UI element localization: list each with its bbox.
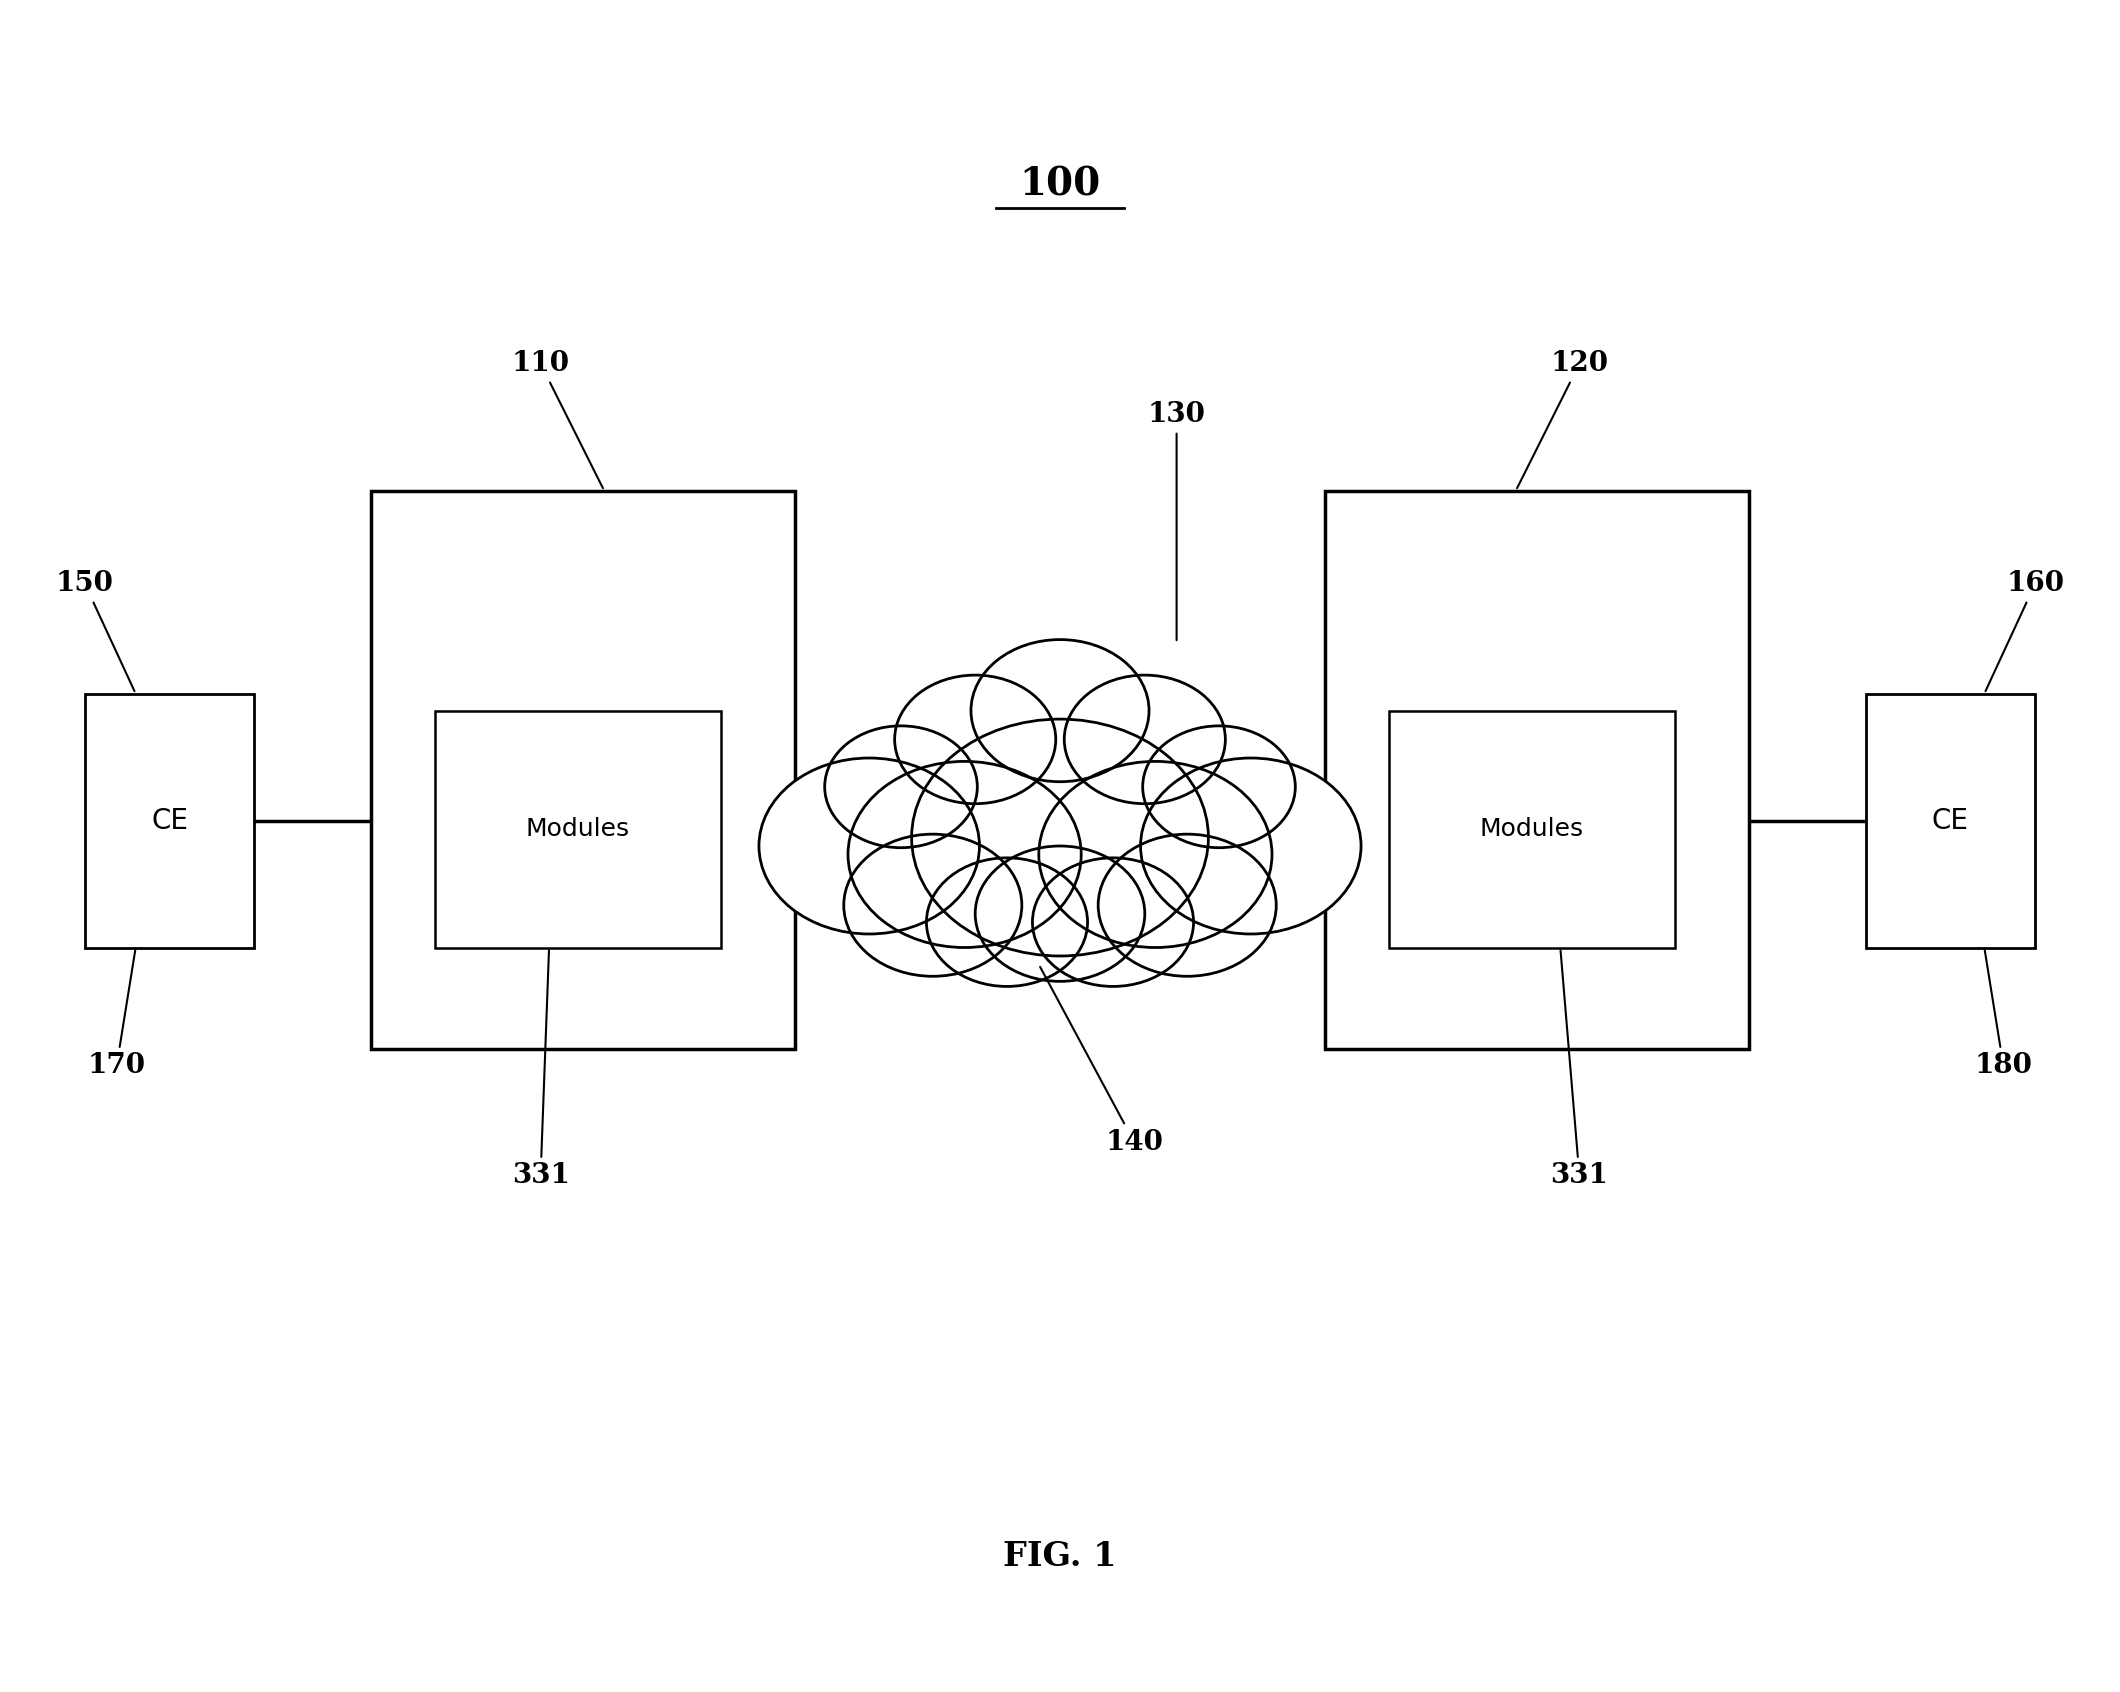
Text: 120: 120	[1518, 350, 1609, 489]
Circle shape	[895, 675, 1056, 804]
Text: Modules: Modules	[526, 817, 630, 841]
Circle shape	[971, 640, 1149, 782]
Text: 331: 331	[511, 951, 570, 1189]
Circle shape	[844, 834, 1022, 976]
Circle shape	[848, 761, 1081, 948]
Text: 170: 170	[87, 951, 146, 1079]
Bar	[1325, 491, 1749, 1049]
Bar	[85, 694, 254, 948]
Text: 160: 160	[1986, 570, 2065, 692]
Circle shape	[1141, 758, 1361, 934]
Circle shape	[1143, 726, 1295, 848]
Circle shape	[1039, 761, 1272, 948]
Text: 331: 331	[1550, 951, 1609, 1189]
Circle shape	[825, 726, 977, 848]
Text: 180: 180	[1974, 951, 2033, 1079]
Text: 130: 130	[1147, 401, 1206, 640]
Bar	[1866, 694, 2035, 948]
Circle shape	[1032, 858, 1194, 986]
Circle shape	[1098, 834, 1276, 976]
Circle shape	[1064, 675, 1225, 804]
Text: Modules: Modules	[1480, 817, 1584, 841]
Text: CE: CE	[1931, 807, 1969, 834]
Circle shape	[759, 758, 979, 934]
Bar	[371, 491, 795, 1049]
Bar	[1389, 711, 1675, 948]
Text: CE: CE	[151, 807, 189, 834]
Bar	[435, 711, 721, 948]
Text: 100: 100	[1020, 166, 1100, 203]
Text: FIG. 1: FIG. 1	[1003, 1540, 1117, 1574]
Circle shape	[926, 858, 1088, 986]
Circle shape	[975, 846, 1145, 981]
Text: 150: 150	[55, 570, 134, 692]
Text: 110: 110	[511, 350, 602, 489]
Text: 140: 140	[1041, 966, 1164, 1156]
Circle shape	[912, 719, 1208, 956]
